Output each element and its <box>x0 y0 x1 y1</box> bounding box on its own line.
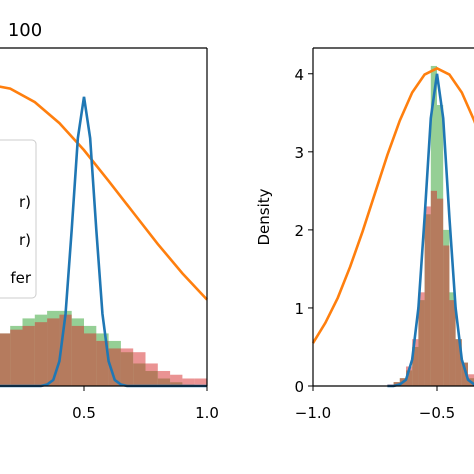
hist-bar <box>468 374 474 386</box>
hist-bar <box>10 329 23 386</box>
hist-bar <box>145 363 158 386</box>
x-tick-label: 0.5 <box>72 404 96 422</box>
hist-bar <box>34 322 48 386</box>
legend-label: fer <box>10 269 32 287</box>
y-tick-label: 3 <box>294 144 304 162</box>
hist-bar <box>133 352 146 386</box>
legend-box <box>0 139 37 299</box>
hist-bar <box>120 348 134 386</box>
hist-bar <box>157 370 171 386</box>
hist-bar <box>182 378 195 386</box>
y-tick-label: 2 <box>294 222 304 240</box>
line <box>387 73 474 388</box>
line <box>0 85 208 301</box>
hist-bar <box>84 333 97 386</box>
hist-bar <box>22 325 35 386</box>
hist-bar <box>455 339 462 386</box>
legend-label: r) <box>19 193 31 211</box>
hist-bar <box>449 300 456 386</box>
hist-bar <box>0 333 11 386</box>
hist-bar <box>71 325 84 386</box>
hist-bar <box>461 362 468 386</box>
legend-label: r) <box>19 231 31 249</box>
hist-bar <box>430 190 437 386</box>
line <box>0 96 207 388</box>
line <box>311 66 474 344</box>
hist-bar <box>424 206 431 386</box>
chart-title: 100 <box>8 20 42 41</box>
x-tick-label: 1.0 <box>195 404 219 422</box>
hist-bar <box>194 378 207 386</box>
y-tick-label: 4 <box>294 66 304 84</box>
hist-bar <box>96 340 109 386</box>
hist-bar <box>406 366 413 386</box>
y-tick-label: 1 <box>294 300 304 318</box>
hist-bar <box>412 339 419 386</box>
y-axis-label: Density <box>255 188 273 245</box>
hist-bar <box>437 198 444 386</box>
hist-bar <box>443 245 450 386</box>
x-tick-label: −0.5 <box>419 404 455 422</box>
hist-bar <box>108 348 121 386</box>
y-tick-label: 0 <box>294 378 304 396</box>
x-tick-label: −1.0 <box>295 404 331 422</box>
hist-bar <box>418 292 425 386</box>
hist-bar <box>170 374 183 386</box>
